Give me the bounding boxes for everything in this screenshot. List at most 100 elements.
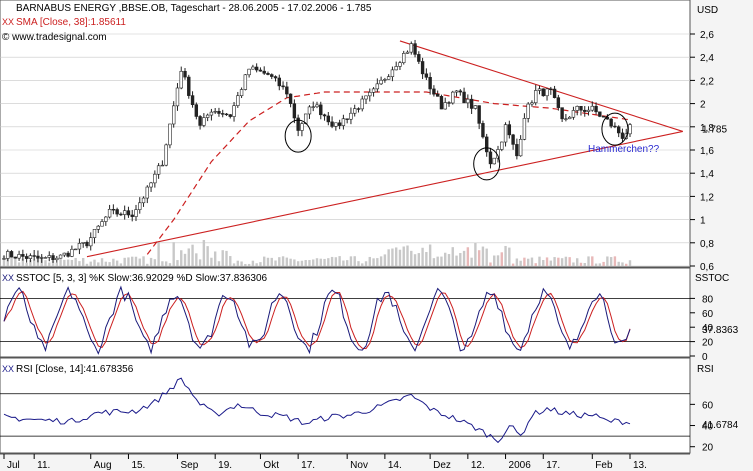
sstoc-legend: SSTOC [5, 3, 3] %K Slow:36.92029 %D Slow… [16,273,268,284]
volume-bar [587,256,590,266]
volume-bar [526,258,530,266]
volume-bar [161,261,164,266]
volume-bar [255,263,258,266]
volume-bar [29,260,32,266]
volume-bar [300,260,304,266]
candle-body [601,116,606,118]
volume-bar [123,257,126,266]
candle-body [55,257,59,261]
candle-body [194,104,199,117]
candle-body [390,69,395,77]
volume-bar [530,257,534,266]
volume-bar [70,259,74,266]
volume-bar [440,256,443,266]
candle-body [541,88,545,97]
volume-bar [402,246,405,266]
candle-body [277,77,281,87]
volume-bar [17,262,21,266]
volume-bar [195,253,198,266]
candle-body [51,255,55,261]
candle-body [469,98,474,109]
volume-bar [21,258,25,266]
candle-body [383,79,387,81]
candles [2,39,632,263]
candle-body [28,255,33,259]
volume-bar [259,262,262,266]
candle-body [590,105,594,111]
volume-bar [572,262,575,266]
candle-body [81,241,85,244]
candle-body [292,103,297,119]
volume-bar [319,258,322,266]
candle-body [73,248,78,251]
candle-body [164,144,168,166]
candle-body [89,237,93,247]
volume-bar [266,257,270,266]
candle-body [115,209,119,215]
x-tick-label: 2006 [509,460,532,471]
volume-bar [108,262,111,266]
volume-bar [583,262,586,266]
candle-body [300,123,304,131]
volume-bar [66,259,70,266]
sma-line [146,91,631,255]
candle-body [126,210,131,216]
x-axis: Jul 11. Aug 15. Sep 19. Okt 17. Nov 14. Dez 12. 2006… [0,453,690,471]
candle-body [549,88,553,90]
candle-body [341,118,346,126]
candle-body [567,116,572,120]
volume-bar [323,258,326,266]
price-tick-label: 1,6 [700,146,714,157]
candle-body [288,93,293,104]
volume-bar [606,256,609,266]
volume-bar [221,250,224,266]
volume-bar [391,248,394,266]
volume-bar [142,256,145,266]
candle-body [77,243,82,250]
candle-body [160,164,165,167]
volume-bar [560,258,564,266]
candle-body [202,117,206,126]
price-panel [0,0,691,268]
candle-body [564,118,568,120]
candle-body [511,134,515,145]
volume-bar [119,263,123,266]
candle-body [462,91,466,104]
volume-bar [542,259,545,266]
candle-body [432,88,436,95]
candle-body [315,104,319,108]
volume-bar [74,257,77,266]
volume-bar [304,260,307,266]
volume-bar [613,256,617,266]
candle-body [515,144,519,157]
candle-body [503,124,508,143]
volume-bar [93,259,96,266]
volume-bar [515,258,519,266]
candle-body [198,116,202,126]
volume-bar [447,254,451,266]
price-axis-unit: USD [697,5,718,16]
volume-bar [100,258,104,266]
candle-body [217,111,221,114]
candle-body [579,105,583,111]
rsi-axis-label: RSI [697,364,714,375]
volume-bar [229,256,232,266]
candle-body [560,107,564,120]
volume-bar [376,258,379,266]
volume-bar [428,244,432,266]
volume-bar [312,259,315,266]
volume-bar [553,257,556,266]
candle-body [409,43,413,53]
volume-bar [146,263,149,266]
volume-bar [598,263,602,266]
volume-bar [413,254,417,266]
volume-bar [244,263,247,266]
volume-bar [78,261,81,266]
sma-legend-icon: XX [2,17,14,27]
volume-bar [545,257,549,266]
volume-bar [628,260,632,266]
sstoc-axis-label: SSTOC [695,273,729,284]
candle-body [122,210,127,215]
volume-bar [444,252,447,266]
candle-body [537,88,542,91]
